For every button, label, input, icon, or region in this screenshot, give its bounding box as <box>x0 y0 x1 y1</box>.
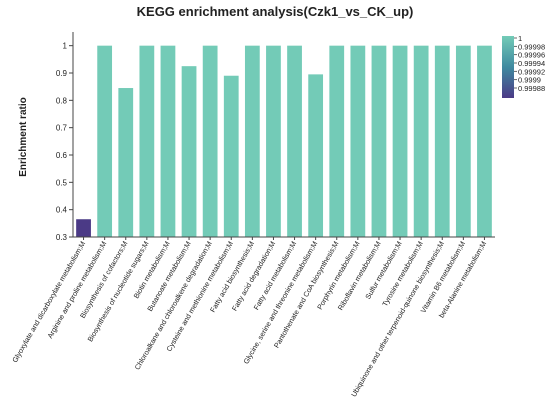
colorbar <box>502 36 514 98</box>
y-tick-label: 0.5 <box>56 178 68 187</box>
y-tick-label: 0.4 <box>56 206 68 215</box>
bar <box>477 45 492 237</box>
y-tick-label: 0.8 <box>56 96 68 105</box>
x-tick-label: Glyoxylate and dicarboxylate metabolism;… <box>10 239 87 364</box>
bar <box>202 45 218 237</box>
bar <box>97 45 113 237</box>
y-axis-label: Enrichment ratio <box>18 97 29 176</box>
colorbar-tick-label: 0.9999 <box>518 76 541 85</box>
bar <box>455 45 471 237</box>
colorbar-tick-label: 0.99998 <box>518 42 545 51</box>
bar <box>329 45 345 237</box>
bar <box>244 45 260 237</box>
bar <box>223 75 239 237</box>
y-tick-label: 1 <box>63 42 68 51</box>
bar <box>350 45 366 237</box>
bar <box>118 88 134 238</box>
y-tick-label: 0.7 <box>56 124 68 133</box>
colorbar-tick-label: 0.99994 <box>518 59 545 68</box>
x-axis-ticks: Glyoxylate and dicarboxylate metabolism;… <box>10 237 488 398</box>
colorbar-ticks: 10.999980.999960.999940.999920.99990.999… <box>514 34 545 93</box>
y-tick-label: 0.3 <box>56 233 68 242</box>
colorbar-tick-label: 0.99992 <box>518 67 545 76</box>
y-tick-label: 0.9 <box>56 69 68 78</box>
bar <box>266 45 281 237</box>
bar <box>413 45 429 237</box>
bar <box>139 45 155 237</box>
bar <box>287 45 302 237</box>
colorbar-tick-label: 0.99996 <box>518 51 545 60</box>
y-axis-ticks: 0.3 0.4 0.5 0.6 0.7 0.8 0.9 1 <box>56 42 73 242</box>
chart-title: KEGG enrichment analysis(Czk1_vs_CK_up) <box>137 4 414 19</box>
colorbar-tick-label: 1 <box>518 34 522 43</box>
colorbar-tick-label: 0.99988 <box>518 84 545 93</box>
bars <box>76 45 492 238</box>
bar <box>434 45 450 237</box>
bar <box>181 66 197 238</box>
bar <box>308 74 324 237</box>
bar <box>76 219 91 237</box>
bar <box>392 45 408 237</box>
bar <box>371 45 387 237</box>
bar <box>160 45 176 237</box>
y-tick-label: 0.6 <box>56 151 68 160</box>
